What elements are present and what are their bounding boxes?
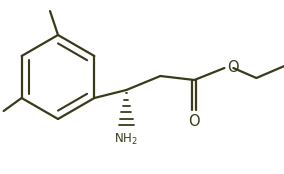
- Text: O: O: [227, 60, 239, 74]
- Text: NH$_2$: NH$_2$: [114, 132, 138, 147]
- Text: O: O: [189, 114, 200, 129]
